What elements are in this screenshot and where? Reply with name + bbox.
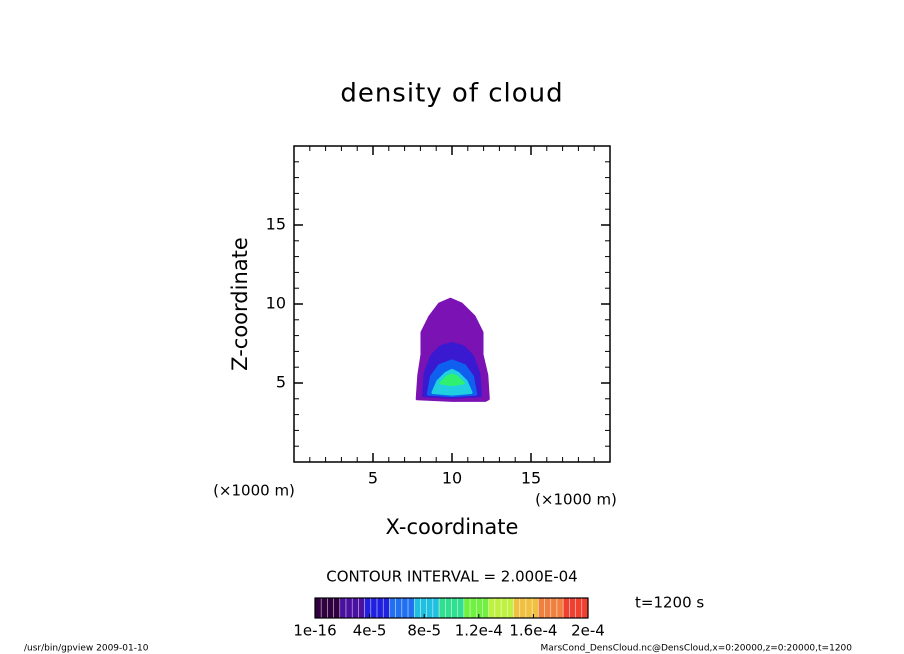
colorbar-cell bbox=[358, 597, 365, 619]
y-tick-label: 15 bbox=[266, 215, 286, 234]
contour-region bbox=[439, 373, 465, 387]
colorbar-cell bbox=[351, 597, 359, 619]
colorbar-cell bbox=[339, 597, 347, 619]
colorbar-cell bbox=[538, 597, 545, 619]
footer-left: /usr/bin/gpview 2009-01-10 bbox=[24, 644, 149, 654]
colorbar-tick-label: 1e-16 bbox=[293, 622, 336, 640]
colorbar-cell bbox=[444, 597, 452, 619]
colorbar-cell bbox=[426, 597, 434, 619]
chart-title: density of cloud bbox=[340, 79, 563, 109]
colorbar-cell bbox=[413, 597, 421, 619]
x-tick-label: 15 bbox=[521, 469, 541, 488]
colorbar-tick-label: 8e-5 bbox=[407, 622, 441, 640]
colorbar-cell bbox=[544, 597, 552, 619]
y-tick-label: 10 bbox=[266, 294, 286, 313]
colorbar-cell bbox=[438, 597, 446, 619]
colorbar-cell bbox=[327, 597, 334, 619]
colorbar-cell bbox=[500, 597, 508, 619]
colorbar-frame bbox=[314, 597, 589, 619]
colorbar-cell bbox=[507, 597, 514, 619]
colorbar-cell bbox=[345, 597, 353, 619]
colorbar-cell bbox=[482, 597, 490, 619]
colorbar-cell bbox=[432, 597, 440, 619]
colorbar-cell bbox=[333, 597, 341, 619]
colorbar-cell bbox=[320, 597, 328, 619]
colorbar-tick-label: 4e-5 bbox=[353, 622, 387, 640]
colorbar-cell bbox=[401, 597, 409, 619]
colorbar-cell bbox=[494, 597, 502, 619]
colorbar-tick-label: 2e-4 bbox=[571, 622, 605, 640]
y-tick-label: 5 bbox=[276, 373, 286, 392]
y-axis-label: Z-coordinate bbox=[228, 237, 252, 371]
colorbar-cell bbox=[488, 597, 496, 619]
colorbar-cell bbox=[476, 597, 483, 619]
colorbar-cell bbox=[314, 597, 322, 619]
colorbar-cell bbox=[513, 597, 521, 619]
colorbar-cell bbox=[420, 597, 427, 619]
time-label: t=1200 s bbox=[635, 594, 704, 612]
colorbar-cell bbox=[525, 597, 533, 619]
footer-right: MarsCond_DensCloud.nc@DensCloud,x=0:2000… bbox=[541, 644, 853, 654]
colorbar-cell bbox=[575, 597, 583, 619]
x-tick-label: 10 bbox=[442, 469, 462, 488]
colorbar-cell bbox=[407, 597, 415, 619]
colorbar-cell bbox=[569, 597, 576, 619]
x-axis-label: X-coordinate bbox=[386, 515, 519, 539]
colorbar-cell bbox=[382, 597, 390, 619]
colorbar-cell bbox=[457, 597, 465, 619]
colorbar-cell bbox=[550, 597, 558, 619]
colorbar-cell bbox=[389, 597, 396, 619]
y-unit: (×1000 m) bbox=[213, 482, 295, 500]
colorbar-tick-label: 1.2e-4 bbox=[455, 622, 503, 640]
x-unit: (×1000 m) bbox=[535, 491, 617, 509]
colorbar-cell bbox=[376, 597, 384, 619]
colorbar-cell bbox=[519, 597, 527, 619]
colorbar-cell bbox=[469, 597, 477, 619]
colorbar-cell bbox=[451, 597, 459, 619]
colorbar-cell bbox=[556, 597, 564, 619]
colorbar-cell bbox=[463, 597, 471, 619]
contour-interval: CONTOUR INTERVAL = 2.000E-04 bbox=[326, 568, 577, 586]
colorbar-cell bbox=[370, 597, 378, 619]
colorbar-tick-label: 1.6e-4 bbox=[509, 622, 557, 640]
colorbar-cell bbox=[562, 597, 570, 619]
colorbar-cell bbox=[581, 597, 589, 619]
colorbar-cell bbox=[395, 597, 403, 619]
x-tick-label: 5 bbox=[368, 469, 378, 488]
